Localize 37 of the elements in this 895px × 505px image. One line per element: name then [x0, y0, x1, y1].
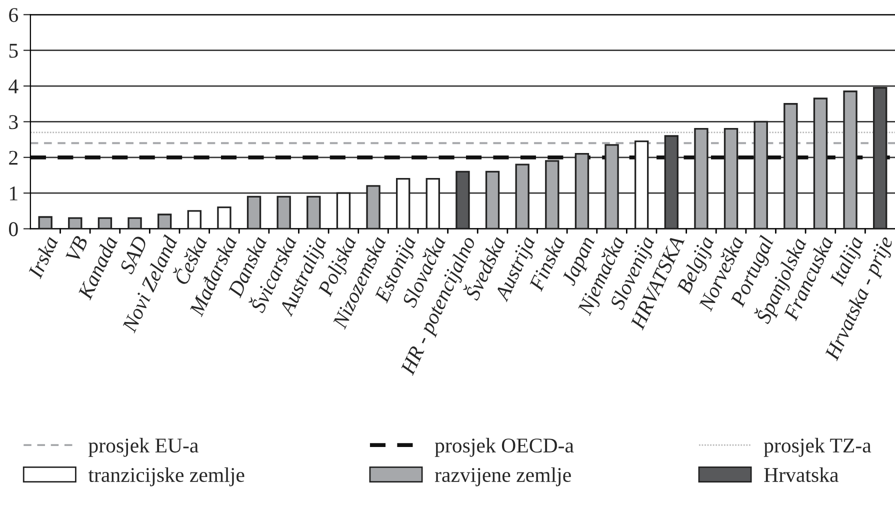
- bar: [68, 217, 82, 229]
- x-tick-label: Irska: [27, 235, 58, 280]
- bar: [128, 217, 142, 229]
- bar: [634, 140, 649, 229]
- y-tick-label: 6: [9, 8, 18, 22]
- legend-label: prosjek OECD-a: [434, 438, 574, 457]
- bar: [276, 196, 291, 229]
- bar: [157, 214, 172, 229]
- y-tick-label: 0: [9, 222, 18, 236]
- bar: [306, 196, 321, 229]
- y-tick-label: 5: [9, 44, 18, 58]
- y-tick-label: 3: [9, 115, 18, 130]
- bar: [187, 210, 202, 229]
- bar: [485, 170, 500, 229]
- bar: [515, 164, 530, 229]
- legend-label: Hrvatska: [764, 467, 838, 482]
- bar: [246, 196, 262, 229]
- bar: [545, 160, 560, 229]
- bar: [574, 152, 590, 229]
- y-tick-label: 2: [9, 150, 18, 165]
- bar: [426, 178, 440, 229]
- legend-label: prosjek TZ-a: [764, 438, 872, 457]
- y-tick-label: 4: [8, 80, 18, 94]
- bar: [694, 128, 708, 229]
- legend-label: tranzicijske zemlje: [88, 467, 244, 486]
- legend-label: razvijene zemlje: [434, 467, 571, 486]
- bar: [38, 216, 52, 229]
- bar: [396, 178, 410, 229]
- bar: [336, 192, 351, 229]
- bar: [217, 206, 232, 229]
- bar: [456, 170, 470, 229]
- bar: [873, 86, 888, 229]
- y-tick-label: 1: [10, 186, 18, 200]
- bar: [366, 185, 380, 229]
- bar: [664, 135, 678, 229]
- legend-label: prosjek EU-a: [88, 438, 198, 457]
- bar: [98, 217, 112, 229]
